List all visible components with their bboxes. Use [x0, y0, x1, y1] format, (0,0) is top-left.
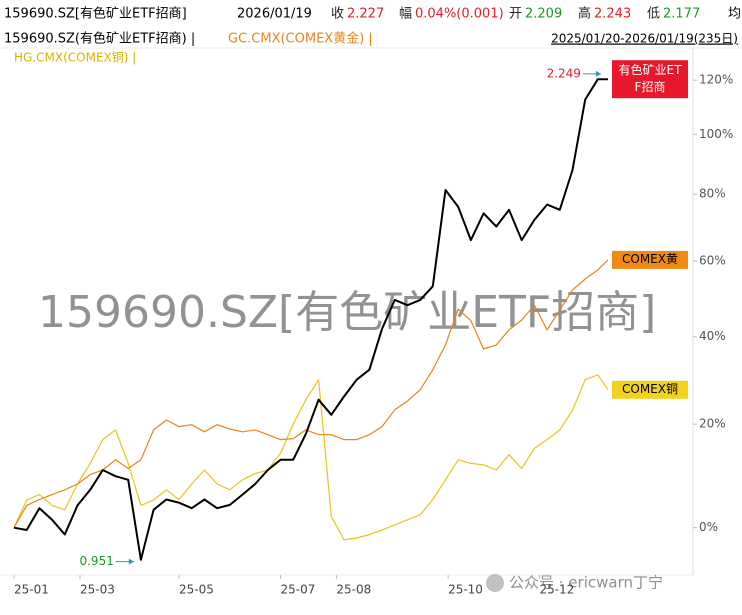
legend-entry: HG.CMX(COMEX铜) |: [14, 50, 136, 65]
field-label: 幅: [399, 7, 412, 22]
y-tick-label: 80%: [699, 187, 726, 201]
arrow-head: [595, 70, 601, 77]
field-value: 2.177: [663, 7, 700, 22]
series-line: [13, 259, 609, 528]
x-tick-label: 25-10: [448, 583, 483, 597]
x-tick-label: 25-12: [539, 583, 574, 597]
field-value: 0.04%(0.001): [415, 7, 504, 22]
plot: [13, 78, 609, 561]
field-label: 收: [331, 7, 344, 22]
series-line: [13, 78, 608, 561]
y-tick-label: 120%: [699, 73, 733, 87]
series-tag: [612, 250, 688, 269]
y-tick-label: 100%: [699, 127, 733, 141]
field-value: 2.227: [347, 7, 384, 22]
series-tag-text: COMEX黄: [622, 251, 678, 266]
annotation-label: 2.249: [547, 66, 581, 80]
x-tick-label: 25-01: [14, 583, 49, 597]
x-tick-label: 25-08: [336, 583, 371, 597]
x-tick-label: 25-03: [80, 583, 115, 597]
header-date: 2026/01/19: [237, 7, 312, 22]
field-value: 2.243: [594, 7, 631, 22]
watermark: 159690.SZ[有色矿业ETF招商]: [38, 287, 656, 338]
tag-label: COMEX黄: [622, 251, 678, 266]
legend-entry: GC.CMX(COMEX黄金) |: [228, 31, 373, 47]
tag-label: COMEX铜: [622, 381, 678, 396]
field-label: 低: [647, 7, 660, 22]
series-line: [13, 374, 609, 541]
field-value: 2.209: [525, 7, 562, 22]
series-tag-text: COMEX铜: [622, 381, 678, 396]
field-label: 高: [578, 6, 591, 22]
header-title: 159690.SZ[有色矿业ETF招商]: [4, 6, 187, 22]
legend-entry: 159690.SZ(有色矿业ETF招商) |: [4, 31, 195, 47]
x-tick-label: 25-05: [179, 583, 214, 597]
annotation-label: 0.951: [79, 554, 113, 568]
tag-label: 有色矿业ETF招商: [618, 63, 682, 95]
y-tick-label: 20%: [699, 417, 726, 431]
wechat-icon: [486, 574, 504, 592]
series-tag: [612, 60, 688, 99]
series-tag-text: 有色矿业ETF招商: [618, 63, 682, 95]
y-tick-label: 60%: [699, 253, 726, 267]
header-cut: 均: [728, 7, 741, 22]
y-tick-label: 40%: [699, 329, 726, 343]
y-tick-label: 0%: [699, 520, 718, 534]
arrow-head: [128, 558, 134, 565]
series-tag: [612, 380, 688, 399]
x-tick-label: 25-07: [281, 583, 316, 597]
date-range[interactable]: 2025/01/20-2026/01/19(235日): [551, 32, 738, 46]
overlay-watermark: 公众号 · ericwarn丁宁: [509, 574, 663, 592]
field-label: 开: [509, 7, 522, 22]
